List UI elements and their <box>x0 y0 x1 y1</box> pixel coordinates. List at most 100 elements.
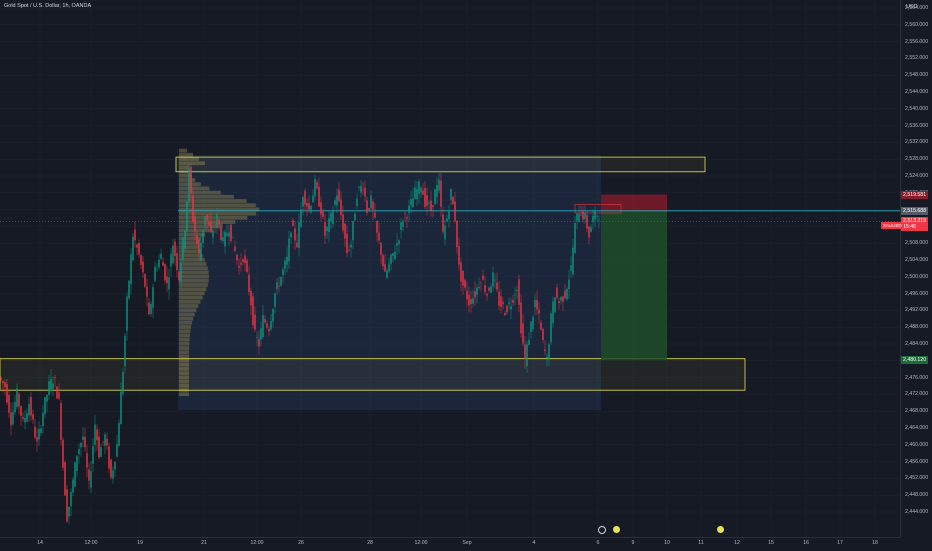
volume-profile-bar <box>179 152 193 157</box>
candle-body <box>184 230 186 249</box>
candle-body <box>332 211 334 224</box>
time-tick: 17 <box>837 540 843 546</box>
candle-body <box>212 230 214 238</box>
candle-body <box>24 418 26 423</box>
candle-body <box>376 220 378 233</box>
candle-body <box>172 245 174 264</box>
candle-body <box>512 299 514 303</box>
volume-profile-bar <box>179 249 201 254</box>
candle-body <box>238 265 240 268</box>
candle-body <box>224 231 226 247</box>
volume-profile-bar <box>179 392 190 397</box>
candle-body <box>594 210 596 220</box>
candle-body <box>474 291 476 298</box>
candle-body <box>58 392 60 399</box>
candle-body <box>44 397 46 415</box>
candle-body <box>244 255 246 264</box>
candle-body <box>194 216 196 232</box>
volume-profile-bar <box>179 257 205 262</box>
entry-marker[interactable] <box>574 204 622 214</box>
candle-body <box>460 262 462 282</box>
candle-body <box>378 232 380 241</box>
volume-profile-bar <box>179 241 200 245</box>
candle-body <box>2 381 4 384</box>
price-scale[interactable] <box>900 0 932 537</box>
support-zone[interactable] <box>0 358 746 391</box>
candle-body <box>298 222 300 248</box>
candle-body <box>76 455 78 472</box>
candle-body <box>596 215 598 217</box>
candle-body <box>588 226 590 238</box>
symbol-tag: XAUUSD <box>881 222 904 229</box>
time-axis[interactable] <box>0 537 900 551</box>
candle-body <box>248 274 250 292</box>
currency-label[interactable]: USD <box>906 4 918 10</box>
candle-body <box>564 290 566 298</box>
volume-profile-bar <box>179 199 247 203</box>
volume-profile-bar <box>179 329 191 334</box>
current-price-label: 2,513.215 15:46 <box>901 217 929 232</box>
candle-body <box>402 221 404 227</box>
volume-profile-bar <box>179 375 190 380</box>
target-zone[interactable] <box>601 210 667 361</box>
candle-body <box>38 429 40 440</box>
candle-body <box>446 218 448 222</box>
candle-body <box>148 302 150 315</box>
candle-body <box>550 313 552 343</box>
candle-body <box>164 264 166 281</box>
flag-icon[interactable] <box>613 526 620 533</box>
candle-body <box>204 216 206 225</box>
candle-body <box>26 413 28 422</box>
candle-body <box>190 166 192 193</box>
volume-profile-bar <box>179 203 256 208</box>
volume-profile-bar <box>179 304 199 308</box>
candle-body <box>318 186 320 207</box>
candle-body <box>418 181 420 194</box>
resistance-zone[interactable] <box>175 156 706 173</box>
candle-body <box>114 461 116 470</box>
candle-body <box>276 282 278 290</box>
stop-loss-zone[interactable] <box>601 194 667 211</box>
candle-body <box>374 212 376 218</box>
candle-body <box>388 263 390 272</box>
candle-body <box>578 213 580 223</box>
candle-body <box>342 214 344 231</box>
flag-icon[interactable] <box>717 526 724 533</box>
candle-body <box>338 189 340 202</box>
calendar-event-icon[interactable] <box>598 526 606 534</box>
candle-body <box>270 320 272 330</box>
candle-body <box>92 446 94 464</box>
candle-body <box>436 185 438 197</box>
candle-body <box>382 255 384 267</box>
candle-body <box>584 212 586 220</box>
candle-body <box>320 202 322 215</box>
candle-body <box>316 182 318 189</box>
candle-body <box>36 437 38 442</box>
candle-body <box>150 303 152 314</box>
symbol-title[interactable]: Gold Spot / U.S. Dollar, 1h, OANDA <box>4 3 92 9</box>
candle-body <box>392 253 394 256</box>
candle-body <box>390 254 392 264</box>
candle-body <box>234 246 236 251</box>
candle-body <box>214 224 216 226</box>
candle-body <box>70 492 72 507</box>
price-tick: 2,456.000 <box>905 458 929 465</box>
candle-body <box>226 233 228 236</box>
target-price-label: 2,480.120 <box>901 356 929 365</box>
candle-body <box>558 300 560 304</box>
candle-body <box>278 286 280 287</box>
candle-body <box>398 240 400 245</box>
price-tick: 2,468.000 <box>905 408 929 415</box>
bar-countdown: 15:46 <box>903 224 916 231</box>
candle-body <box>302 197 304 207</box>
candle-body <box>542 328 544 341</box>
volume-profile-bar <box>179 354 190 359</box>
candle-body <box>356 198 358 206</box>
time-tick: 15 <box>768 540 774 546</box>
candle-body <box>32 414 34 420</box>
candle-body <box>0 377 2 380</box>
candle-body <box>130 254 132 285</box>
volume-profile-bar <box>179 362 190 367</box>
candle-body <box>400 222 402 231</box>
